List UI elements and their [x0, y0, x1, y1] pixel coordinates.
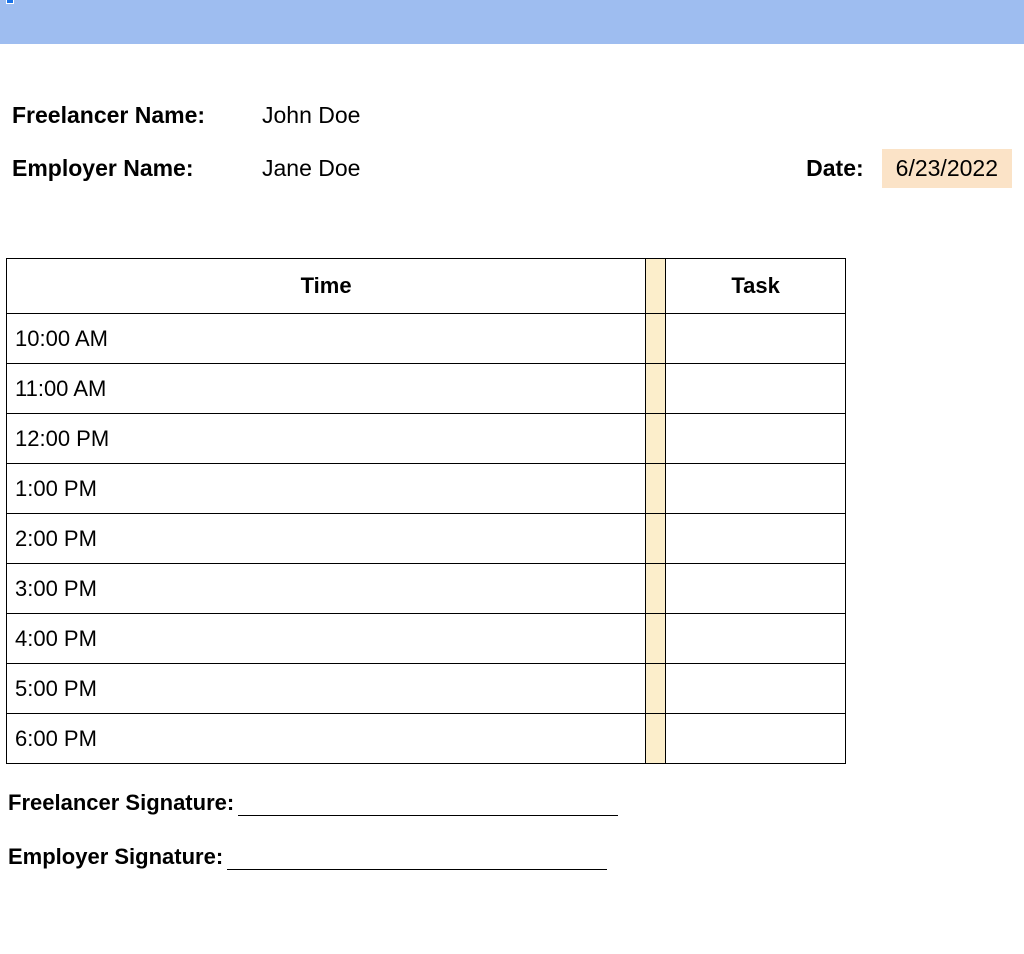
- freelancer-signature-label: Freelancer Signature:: [8, 790, 234, 816]
- table-row: 2:00 PM: [7, 514, 846, 564]
- column-header-time: Time: [7, 259, 646, 314]
- employer-signature-row: Employer Signature:: [8, 844, 1012, 870]
- spacer-cell: [646, 314, 666, 364]
- task-cell[interactable]: [666, 314, 846, 364]
- task-cell[interactable]: [666, 614, 846, 664]
- time-cell[interactable]: 1:00 PM: [7, 464, 646, 514]
- selection-top-bar: [0, 0, 1024, 44]
- task-cell[interactable]: [666, 414, 846, 464]
- spacer-cell: [646, 364, 666, 414]
- signatures-section: Freelancer Signature: Employer Signature…: [0, 764, 1024, 870]
- column-header-spacer: [646, 259, 666, 314]
- time-cell[interactable]: 6:00 PM: [7, 714, 646, 764]
- employer-name-row: Employer Name: Jane Doe Date: 6/23/2022: [12, 149, 1012, 188]
- spacer-cell: [646, 464, 666, 514]
- task-cell[interactable]: [666, 564, 846, 614]
- time-cell[interactable]: 11:00 AM: [7, 364, 646, 414]
- table-header-row: Time Task: [7, 259, 846, 314]
- employer-signature-label: Employer Signature:: [8, 844, 223, 870]
- spacer-cell: [646, 564, 666, 614]
- employer-name-value[interactable]: Jane Doe: [262, 155, 360, 182]
- spacer-cell: [646, 714, 666, 764]
- employer-name-label: Employer Name:: [12, 155, 262, 182]
- time-cell[interactable]: 3:00 PM: [7, 564, 646, 614]
- time-cell[interactable]: 5:00 PM: [7, 664, 646, 714]
- timesheet-table: Time Task 10:00 AM11:00 AM12:00 PM1:00 P…: [6, 258, 846, 764]
- task-cell[interactable]: [666, 364, 846, 414]
- spacer-cell: [646, 514, 666, 564]
- employer-signature-line[interactable]: [227, 846, 607, 870]
- column-header-task: Task: [666, 259, 846, 314]
- spacer-cell: [646, 664, 666, 714]
- timesheet-table-wrap: Time Task 10:00 AM11:00 AM12:00 PM1:00 P…: [0, 208, 1024, 764]
- freelancer-name-row: Freelancer Name: John Doe: [12, 102, 1012, 129]
- header-section: Freelancer Name: John Doe Employer Name:…: [0, 44, 1024, 188]
- table-row: 4:00 PM: [7, 614, 846, 664]
- date-group: Date: 6/23/2022: [806, 149, 1012, 188]
- freelancer-name-label: Freelancer Name:: [12, 102, 262, 129]
- table-row: 6:00 PM: [7, 714, 846, 764]
- time-cell[interactable]: 10:00 AM: [7, 314, 646, 364]
- table-row: 10:00 AM: [7, 314, 846, 364]
- time-cell[interactable]: 2:00 PM: [7, 514, 646, 564]
- freelancer-signature-row: Freelancer Signature:: [8, 790, 1012, 816]
- table-row: 5:00 PM: [7, 664, 846, 714]
- freelancer-name-value[interactable]: John Doe: [262, 102, 360, 129]
- table-row: 12:00 PM: [7, 414, 846, 464]
- table-row: 11:00 AM: [7, 364, 846, 414]
- task-cell[interactable]: [666, 664, 846, 714]
- freelancer-signature-line[interactable]: [238, 792, 618, 816]
- task-cell[interactable]: [666, 514, 846, 564]
- time-cell[interactable]: 12:00 PM: [7, 414, 646, 464]
- spacer-cell: [646, 614, 666, 664]
- date-value[interactable]: 6/23/2022: [882, 149, 1012, 188]
- time-cell[interactable]: 4:00 PM: [7, 614, 646, 664]
- date-label: Date:: [806, 155, 864, 182]
- task-cell[interactable]: [666, 714, 846, 764]
- table-row: 3:00 PM: [7, 564, 846, 614]
- task-cell[interactable]: [666, 464, 846, 514]
- selection-handle-icon[interactable]: [6, 0, 14, 4]
- spacer-cell: [646, 414, 666, 464]
- table-row: 1:00 PM: [7, 464, 846, 514]
